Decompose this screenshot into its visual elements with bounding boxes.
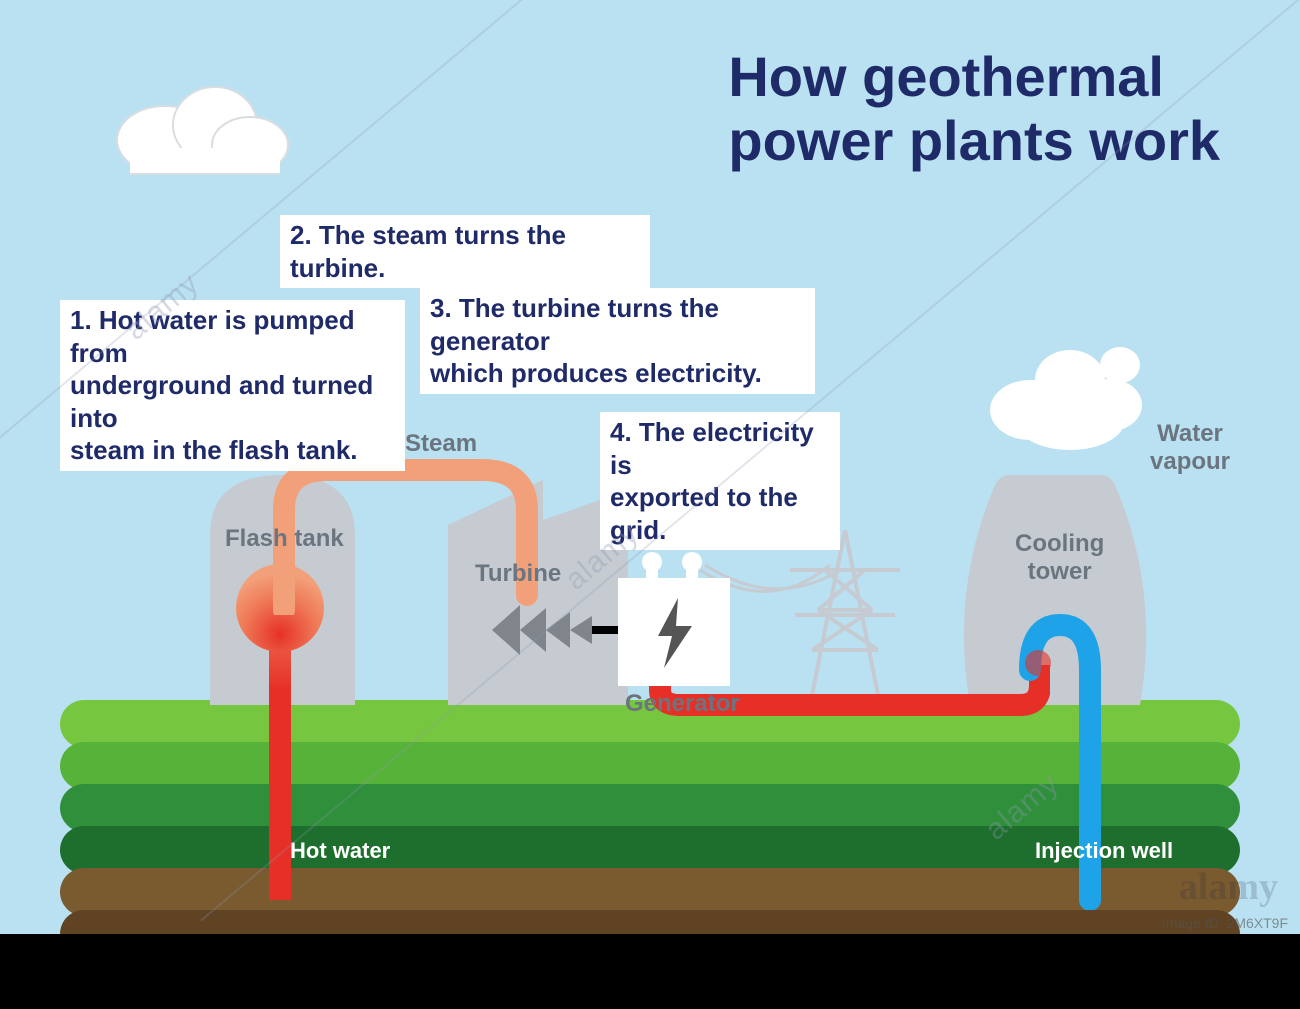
bottom-bar xyxy=(0,934,1300,1009)
callout-step2: 2. The steam turns the turbine. xyxy=(280,215,650,288)
callout-step4: 4. The electricity is exported to the gr… xyxy=(600,412,840,550)
page-title: How geothermal power plants work xyxy=(728,45,1220,174)
label-water-vapour: Water vapour xyxy=(1150,420,1230,476)
water-vapour-icon xyxy=(970,310,1160,460)
label-turbine: Turbine xyxy=(475,560,561,588)
title-line1: How geothermal xyxy=(728,45,1220,109)
image-id-text: Image ID: 2M6XT9F xyxy=(1162,915,1288,931)
generator-terminals xyxy=(638,548,718,588)
cloud-icon xyxy=(95,70,295,180)
callout-step3: 3. The turbine turns the generator which… xyxy=(420,288,815,394)
label-generator: Generator xyxy=(625,690,740,718)
title-line2: power plants work xyxy=(728,109,1220,173)
label-flash-tank: Flash tank xyxy=(225,525,344,553)
label-injection-well: Injection well xyxy=(1035,838,1173,864)
callout-step1: 1. Hot water is pumped from underground … xyxy=(60,300,405,471)
diagram-stage: How geothermal power plants work xyxy=(0,0,1300,1009)
label-cooling-tower: Cooling tower xyxy=(1015,530,1104,586)
pipe-junction xyxy=(1023,648,1053,678)
turbine-blades-icon xyxy=(492,590,622,670)
lightning-bolt-icon xyxy=(652,598,696,668)
label-steam: Steam xyxy=(405,430,477,458)
label-hot-water: Hot water xyxy=(290,838,390,864)
